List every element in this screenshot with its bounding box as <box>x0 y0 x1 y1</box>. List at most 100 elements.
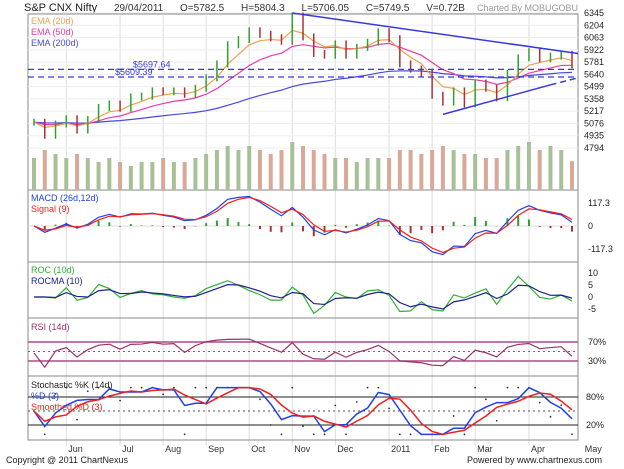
month-label: May <box>585 444 603 454</box>
stoch-k-point <box>86 390 89 393</box>
volume-bar <box>376 158 381 190</box>
volume-bar <box>53 154 58 190</box>
rsi-axis-label: 70% <box>588 337 606 347</box>
instrument-title: S&P CNX Nifty <box>24 2 98 14</box>
volume-bar <box>570 161 574 190</box>
volume-bar <box>559 150 564 190</box>
volume-bar <box>419 154 424 190</box>
price-axis-label: 6345 <box>584 8 604 18</box>
charted-by: Charted By MOBUGOBU <box>476 3 578 13</box>
support-level-label: $5697.64 <box>133 59 171 69</box>
price-legend-item: EMA (50d) <box>31 27 74 37</box>
price-axis-label: 6204 <box>584 20 604 30</box>
stoch-k-point <box>517 386 520 389</box>
volume-bar <box>462 154 467 190</box>
month-label: Oct <box>251 444 266 454</box>
stoch-k-point <box>183 433 186 436</box>
stoch-legend-item: %D (3) <box>31 391 59 401</box>
low-value: L=5706.05 <box>301 3 350 14</box>
month-label: Dec <box>337 444 354 454</box>
volume-bar <box>387 158 392 190</box>
roc-legend-item: ROC (10d) <box>31 265 75 275</box>
open-value: O=5782.5 <box>180 3 225 14</box>
stoch-k-point <box>269 424 272 426</box>
price-axis-label: 5217 <box>584 106 604 116</box>
volume-bar <box>128 166 133 190</box>
support-trendline-extension <box>550 77 579 86</box>
high-value: H=5804.3 <box>241 3 285 14</box>
stoch-legend-item: Smoothed %D (3) <box>31 402 103 412</box>
volume-bar <box>494 158 499 190</box>
month-label: 2011 <box>391 444 410 454</box>
stoch-k-point <box>549 415 552 418</box>
stoch-k-point <box>474 386 477 389</box>
stoch-k-point <box>54 392 57 395</box>
date: 29/04/2011 <box>113 3 164 14</box>
volume-bar <box>75 154 80 190</box>
volume-bar <box>548 146 553 190</box>
volume-bar <box>236 150 241 190</box>
stoch-k-point <box>398 433 401 436</box>
stoch-k-point <box>571 433 573 436</box>
stoch-k-point <box>119 399 121 402</box>
volume-bar <box>430 150 435 190</box>
volume-bar <box>483 158 488 190</box>
stoch-k-point <box>205 386 208 389</box>
rsi-legend-item: RSI (14d) <box>31 322 70 332</box>
stoch-k-point <box>463 433 466 436</box>
roc-axis-label: 10 <box>588 268 598 278</box>
price-axis-label: 4935 <box>584 131 604 141</box>
support-level-label: $5609.39 <box>115 67 153 77</box>
stoch-k-point <box>65 386 68 389</box>
stoch-k-point <box>355 401 358 403</box>
volume-bar <box>64 158 69 190</box>
resistance-trendline <box>292 12 579 55</box>
stoch-k-point <box>302 425 304 428</box>
stoch-k-point <box>388 407 390 410</box>
month-label: Jun <box>68 444 83 454</box>
macd-axis-label: 117.3 <box>588 198 610 208</box>
volume-bar <box>225 146 230 190</box>
volume-bar <box>365 158 370 190</box>
volume-bar <box>473 154 478 190</box>
volume-bar <box>139 162 144 190</box>
macd-axis-label: 0 <box>588 221 593 231</box>
price-axis-label: 5922 <box>584 45 604 55</box>
volume-bar <box>268 154 273 190</box>
stoch-axis-label: 20% <box>586 420 604 430</box>
stoch-k-point <box>43 433 46 436</box>
macd-legend-item: MACD (26d,12d) <box>31 193 99 203</box>
stoch-k-point <box>312 433 315 436</box>
stoch-legend-item: Stochastic %K (14d) <box>31 380 113 390</box>
stoch-k-point <box>495 419 498 422</box>
price-legend-item: EMA (200d) <box>31 38 79 48</box>
volume-bar <box>161 158 166 190</box>
volume-bar <box>204 154 209 190</box>
roc-legend-item: ROCMA (10) <box>31 276 83 286</box>
rocma-line <box>34 284 573 310</box>
stoch-k-point <box>172 386 175 389</box>
close-value: C=5749.5 <box>365 3 410 14</box>
month-label: Nov <box>294 444 311 454</box>
stoch-k-point <box>485 398 487 401</box>
stoch-k-point <box>97 386 100 389</box>
month-label: Jul <box>122 444 134 454</box>
stoch-k-point <box>366 386 369 389</box>
stoch-k-point <box>377 386 380 389</box>
price-axis-label: 5358 <box>584 94 604 104</box>
stoch-k-point <box>108 386 111 389</box>
volume-bar <box>505 150 510 190</box>
volume-bar <box>537 150 542 190</box>
volume-bar <box>440 146 445 190</box>
price-axis-label: 4794 <box>584 143 604 153</box>
price-axis-label: 5781 <box>584 57 604 67</box>
volume-bar <box>214 150 219 190</box>
month-label: Aug <box>165 444 181 454</box>
price-axis-label: 5499 <box>584 82 604 92</box>
powered-by: Powered by www.chartnexus.com <box>466 455 602 465</box>
stoch-k-point <box>129 386 132 389</box>
volume-bar <box>279 150 284 190</box>
stoch-k-point <box>323 433 326 436</box>
volume-bar <box>344 158 349 190</box>
volume-bar <box>257 150 262 190</box>
